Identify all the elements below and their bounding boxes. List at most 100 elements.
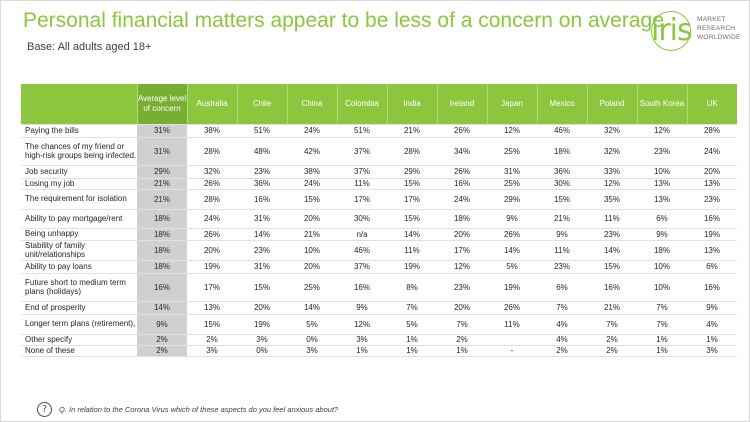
row-label: Other specify [21,333,137,345]
value-cell: 4% [687,313,737,334]
column-header-country: Colombia [336,84,387,124]
value-cell: 36% [237,177,287,189]
value-cell: 16% [687,272,737,301]
value-cell: 23% [637,136,687,165]
value-cell: 2% [587,344,637,357]
value-cell: 7% [387,300,437,314]
value-cell: 36% [537,164,587,178]
value-cell: 26% [437,123,487,137]
row-label: None of these [21,344,137,357]
value-cell: 37% [337,136,387,165]
value-cell: 14% [587,239,637,260]
column-header-country: India [386,84,437,124]
average-cell: 18% [137,259,187,273]
value-cell: 1% [637,344,687,357]
value-cell: 7% [637,313,687,334]
table-row: End of prosperity 14% 13% 20% 14% 9% 7% 20% 26% 7… [21,300,737,314]
value-cell: 46% [337,239,387,260]
row-label: The chances of my friend or high-risk gr… [21,136,137,165]
row-label: Stability of family unit/relationships [21,239,137,260]
value-cell: 15% [187,313,237,334]
value-cell: 1% [387,333,437,345]
value-cell: 32% [187,164,237,178]
value-cell: 20% [287,259,337,273]
value-cell: 19% [237,313,287,334]
table-body: Paying the bills 31% 38% 51% 24% 51% 21% 26% 12%… [21,123,737,357]
value-cell: 25% [287,272,337,301]
row-label: Future short to medium term plans (holid… [21,272,137,301]
value-cell: 25% [487,136,537,165]
value-cell: 2% [187,333,237,345]
iris-logo: iris MARKET RESEARCH WORLDWIDE [651,9,746,53]
value-cell: 0% [287,333,337,345]
value-cell: 6% [687,259,737,273]
value-cell: n/a [337,227,387,240]
value-cell [487,333,537,345]
value-cell: 7% [437,313,487,334]
table-row: Being unhappy 18% 26% 14% 21% n/a 14% 20% 26% 9% 2… [21,227,737,240]
value-cell: 30% [337,208,387,228]
value-cell: 24% [187,208,237,228]
value-cell: 13% [187,300,237,314]
value-cell: 5% [387,313,437,334]
value-cell: 10% [637,259,687,273]
value-cell: 35% [587,188,637,209]
value-cell: 14% [287,300,337,314]
value-cell: 31% [237,208,287,228]
value-cell: 9% [637,227,687,240]
average-cell: 2% [137,344,187,357]
value-cell: 20% [437,227,487,240]
value-cell: 15% [237,272,287,301]
average-cell: 9% [137,313,187,334]
value-cell: 8% [387,272,437,301]
average-cell: 31% [137,136,187,165]
value-cell: 3% [687,344,737,357]
value-cell: 26% [437,164,487,178]
column-header-country: South Korea [636,84,687,124]
value-cell: 23% [437,272,487,301]
value-cell: 21% [287,227,337,240]
value-cell: 48% [237,136,287,165]
table-row: None of these 2% 3% 0% 3% 1% 1% 1% -2% 2% 1% 3% [21,344,737,357]
table-row: Ability to pay mortgage/rent 18% 24% 31% 20%… [21,208,737,228]
value-cell: 32% [587,123,637,137]
value-cell: 24% [287,177,337,189]
value-cell: 17% [187,272,237,301]
column-header-country: Australia [186,84,237,124]
value-cell: 28% [387,136,437,165]
value-cell: 15% [587,259,637,273]
table-row: The requirement for isolation 21% 28% 16% 15… [21,188,737,209]
value-cell: 24% [437,188,487,209]
value-cell: 32% [587,136,637,165]
logo-line: WORLDWIDE [697,34,741,41]
column-header-country: Chile [236,84,287,124]
value-cell: 10% [637,164,687,178]
row-label: Ability to pay loans [21,259,137,273]
value-cell: 19% [387,259,437,273]
header-label-cell [21,84,137,124]
value-cell: 11% [487,313,537,334]
average-cell: 18% [137,208,187,228]
value-cell: 20% [237,300,287,314]
column-header-country: China [286,84,337,124]
value-cell: 7% [587,313,637,334]
average-cell: 18% [137,227,187,240]
average-cell: 31% [137,123,187,137]
column-header-country: Ireland [436,84,487,124]
value-cell: 11% [537,239,587,260]
base-subtitle: Base: All adults aged 18+ [27,41,152,53]
value-cell: 11% [587,208,637,228]
row-label: The requirement for isolation [21,188,137,209]
column-header-country: Japan [486,84,537,124]
column-header-country: Mexico [536,84,587,124]
value-cell: 26% [187,227,237,240]
average-cell: 29% [137,164,187,178]
value-cell: 28% [687,123,737,137]
value-cell: 17% [337,188,387,209]
value-cell: 18% [437,208,487,228]
value-cell: 19% [487,272,537,301]
value-cell: 20% [187,239,237,260]
value-cell: 33% [587,164,637,178]
value-cell: 4% [537,333,587,345]
